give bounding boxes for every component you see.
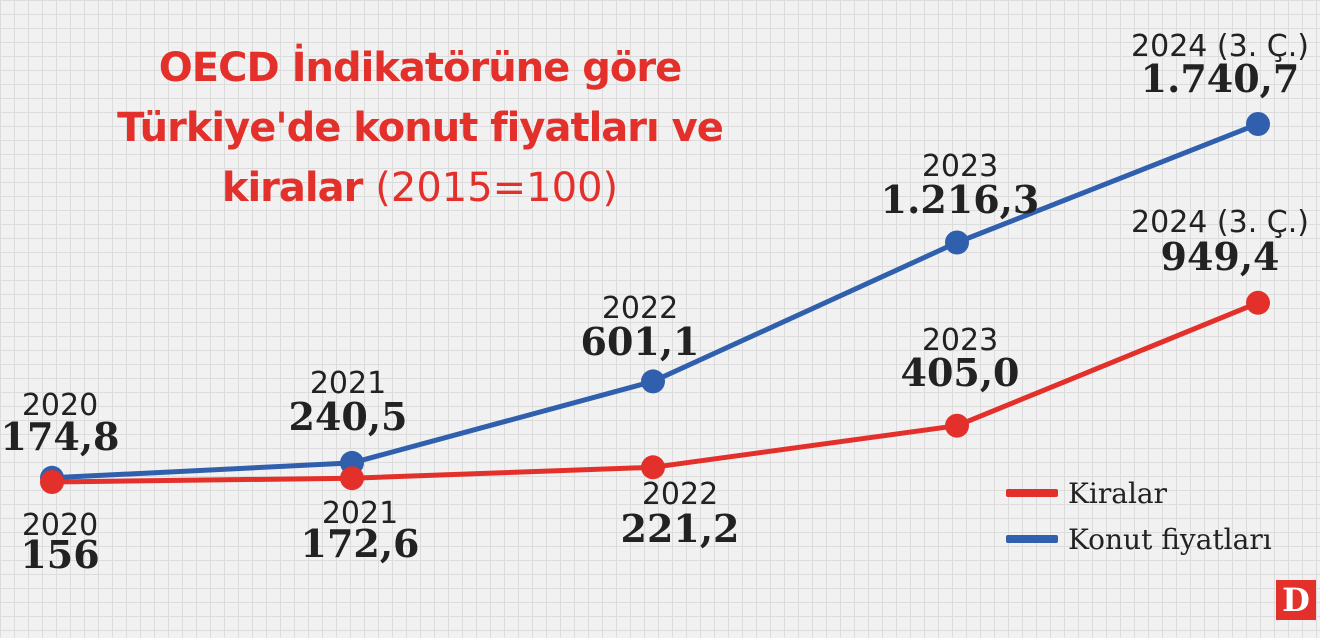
- legend-item-konut: Konut fiyatları: [1006, 516, 1272, 562]
- legend: Kiralar Konut fiyatları: [1006, 470, 1272, 562]
- data-label-konut: 1.740,7: [1141, 56, 1300, 101]
- data-label-konut: 174,8: [1, 414, 120, 459]
- data-label-konut: 1.216,3: [881, 177, 1040, 222]
- category-label-konut: 2023: [922, 149, 998, 184]
- data-point-kiralar: [1246, 290, 1270, 315]
- data-label-kiralar: 221,2: [621, 506, 740, 551]
- data-label-konut: 601,1: [581, 319, 700, 364]
- category-label-konut: 2024 (3. Ç.): [1131, 29, 1309, 64]
- data-point-kiralar: [945, 413, 969, 438]
- data-point-kiralar: [641, 455, 665, 480]
- data-label-konut: 240,5: [289, 394, 408, 439]
- publisher-logo: D: [1276, 580, 1316, 620]
- legend-item-kiralar: Kiralar: [1006, 470, 1272, 516]
- data-point-konut: [641, 369, 665, 394]
- data-label-kiralar: 405,0: [901, 350, 1020, 395]
- chart-title: OECD İndikatörüne göre Türkiye'de konut …: [60, 38, 780, 218]
- data-point-konut: [945, 230, 969, 255]
- data-point-konut: [1246, 112, 1270, 136]
- legend-label-kiralar: Kiralar: [1068, 476, 1167, 510]
- category-label-konut: 2022: [602, 291, 678, 326]
- category-label-konut: 2020: [22, 388, 98, 423]
- category-label-konut: 2021: [310, 366, 386, 401]
- data-label-kiralar: 156: [20, 532, 99, 577]
- category-label-kiralar: 2023: [922, 323, 998, 358]
- category-label-kiralar: 2024 (3. Ç.): [1131, 205, 1309, 240]
- data-point-kiralar: [40, 470, 64, 494]
- title-subtitle: (2015=100): [375, 165, 619, 211]
- data-label-kiralar: 949,4: [1161, 234, 1280, 279]
- data-label-kiralar: 172,6: [301, 521, 420, 566]
- category-label-kiralar: 2021: [322, 496, 398, 531]
- title-main: OECD İndikatörüne göre Türkiye'de konut …: [117, 45, 724, 211]
- category-label-kiralar: 2020: [22, 508, 98, 543]
- legend-swatch-konut: [1006, 535, 1058, 543]
- legend-label-konut: Konut fiyatları: [1068, 522, 1272, 556]
- category-label-kiralar: 2022: [642, 477, 718, 512]
- data-point-kiralar: [340, 466, 364, 491]
- legend-swatch-kiralar: [1006, 489, 1058, 497]
